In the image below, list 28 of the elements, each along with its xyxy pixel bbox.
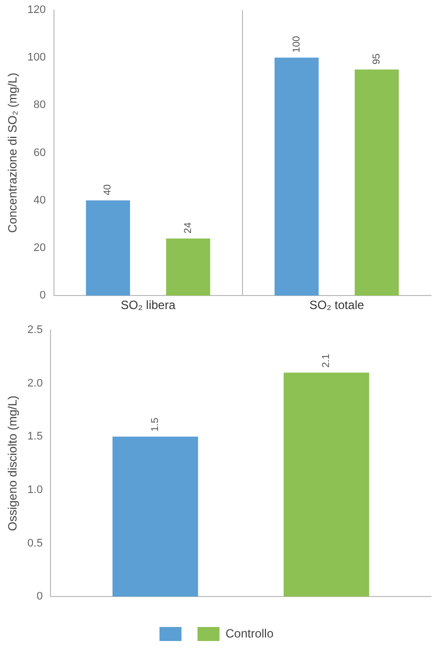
y-tick-label: 2.0 [27,377,43,390]
x-tick-label: SO₂ libera [120,298,176,312]
y-tick-label: 40 [34,194,46,206]
y-tick-label: 1.0 [27,484,43,496]
data-label: 1.5 [150,417,162,432]
x-tick-label: SO₂ totale [309,298,364,312]
data-label: 95 [372,52,383,64]
y-axis-title: Ossigeno disciolto (mg/L) [6,396,20,531]
y-tick-label: 100 [27,52,46,64]
bar [166,238,210,296]
y-tick-label: 120 [27,4,46,16]
legend-label: Controllo [225,626,274,640]
data-label: 40 [102,184,114,196]
y-tick-label: 20 [34,242,46,254]
data-label: 24 [182,222,194,234]
bar [86,200,130,296]
y-tick-label: 0.5 [27,537,43,550]
y-tick-label: 1.5 [27,430,43,443]
bar [354,70,399,296]
data-label: 2.1 [321,353,332,368]
y-axis-title: Concentrazione di SO₂ (mg/L) [6,72,20,233]
y-tick-label: 60 [34,146,46,159]
data-label: 100 [291,35,302,53]
bar [274,58,319,296]
y-tick-label: 80 [34,99,46,112]
y-tick-label: 0 [40,290,46,302]
y-tick-label: 0 [36,590,43,603]
y-tick-label: 2.5 [27,324,43,336]
